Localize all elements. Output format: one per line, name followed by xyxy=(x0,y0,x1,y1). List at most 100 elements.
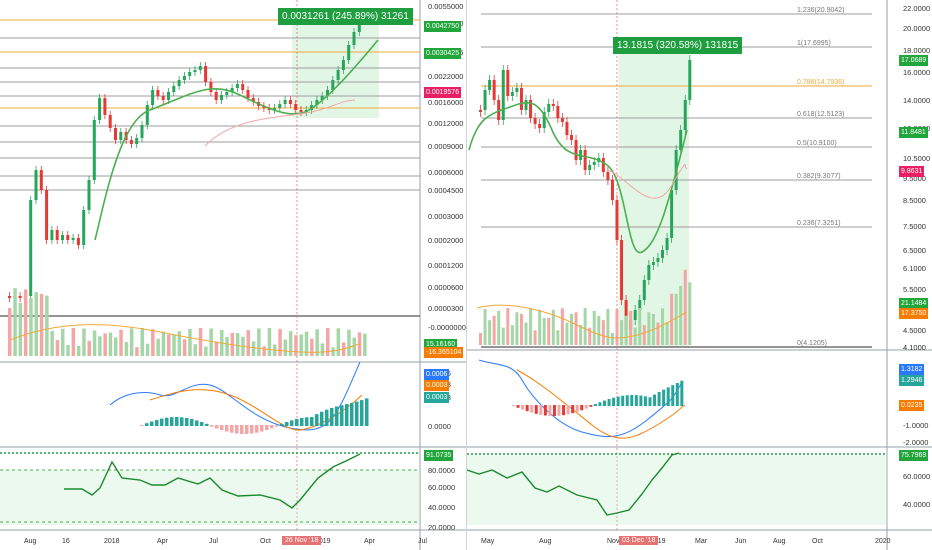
macd-histogram-bar xyxy=(625,395,629,406)
volume-bar xyxy=(92,330,97,356)
price-axis-label: 20.0000 xyxy=(903,24,930,33)
rsi-line xyxy=(64,453,361,509)
volume-bar xyxy=(310,338,314,356)
candle xyxy=(601,158,605,172)
macd-histogram-bar xyxy=(215,425,219,429)
signal-line xyxy=(516,369,686,439)
candle xyxy=(55,230,59,240)
volume-bar xyxy=(331,347,335,356)
candle xyxy=(506,70,510,96)
candle xyxy=(220,95,223,100)
price-tag: 9.8631 xyxy=(899,166,925,177)
volume-bar xyxy=(506,308,510,345)
candle xyxy=(209,82,213,92)
candle xyxy=(642,280,646,300)
macd-histogram-bar xyxy=(566,405,570,415)
candle xyxy=(98,98,102,120)
volume-bar xyxy=(352,337,356,356)
candle xyxy=(45,190,49,240)
candle xyxy=(331,80,335,90)
volume-bar xyxy=(674,293,678,345)
macd-axis-label: 0.0000 xyxy=(428,422,451,431)
candle xyxy=(542,112,546,128)
time-axis-label: Mar xyxy=(695,538,708,545)
candle xyxy=(29,200,33,296)
rsi-axis-label: 40.0000 xyxy=(428,503,455,512)
macd-histogram-bar xyxy=(607,399,611,406)
price-axis-label: 4.5000 xyxy=(903,326,926,335)
right-chart-canvas[interactable]: 22.000020.000018.000016.000014.000012.00… xyxy=(467,0,932,550)
volume-average-line xyxy=(9,324,361,353)
price-axis-label: 0.0004500 xyxy=(428,186,463,195)
volume-bar xyxy=(547,317,551,345)
price-axis-label: 22.0000 xyxy=(903,4,930,13)
macd-histogram-bar xyxy=(220,425,224,431)
macd-histogram-bar xyxy=(653,394,657,406)
macd-histogram-bar xyxy=(175,417,179,426)
macd-histogram-bar xyxy=(155,419,159,426)
macd-histogram-bar xyxy=(525,405,529,412)
volume-bar xyxy=(55,340,60,356)
macd-histogram-bar xyxy=(280,423,284,426)
volume-bar xyxy=(76,345,81,356)
macd-histogram-bar xyxy=(185,417,189,426)
volume-bar xyxy=(71,328,76,356)
candle xyxy=(8,296,11,298)
price-axis-label: 8.5000 xyxy=(903,196,926,205)
volume-bar xyxy=(542,317,546,345)
candle xyxy=(66,235,70,240)
candle xyxy=(156,90,160,96)
candle xyxy=(76,238,80,245)
volume-bar xyxy=(235,333,240,356)
volume-bar xyxy=(574,312,578,345)
macd-histogram-bar xyxy=(310,417,314,426)
measure-tooltip: 13.1815 (320.58%) 131815 xyxy=(613,37,743,54)
rsi-axis-label: 60.0000 xyxy=(428,483,455,492)
macd-histogram-bar xyxy=(575,405,579,412)
candle xyxy=(679,130,683,150)
macd-histogram-bar xyxy=(205,423,209,426)
fibonacci-level-label: 0.236(7.3251) xyxy=(797,220,841,227)
candle xyxy=(556,106,560,118)
candle xyxy=(565,122,569,135)
candle xyxy=(177,80,181,86)
volume-bar xyxy=(304,331,309,356)
macd-histogram-bar xyxy=(639,395,643,406)
price-tag: 15.16160 xyxy=(424,339,458,350)
candle xyxy=(638,300,642,310)
volume-bar xyxy=(294,335,298,356)
candle xyxy=(670,190,674,238)
volume-bar xyxy=(61,328,65,356)
time-axis-label: Aug xyxy=(539,538,552,545)
time-axis-label: 2018 xyxy=(104,538,120,545)
right-chart-panel[interactable]: 22.000020.000018.000016.000014.000012.00… xyxy=(466,0,932,550)
volume-bar xyxy=(363,333,367,356)
volume-bar xyxy=(501,327,505,345)
macd-histogram-bar xyxy=(240,425,244,434)
left-chart-canvas[interactable]: 0.0055000 0.0042750 0.0030425 0.0022000 0.00… xyxy=(0,0,466,550)
candle xyxy=(235,84,239,88)
candle xyxy=(515,88,519,92)
time-axis-label: 2020 xyxy=(875,538,891,545)
moving-average-line xyxy=(94,39,379,241)
volume-bar xyxy=(597,315,601,345)
candle xyxy=(161,96,165,100)
volume-bar xyxy=(683,269,687,345)
left-chart-panel[interactable]: 0.0055000 0.0042750 0.0030425 0.0022000 0.00… xyxy=(0,0,466,550)
volume-bar xyxy=(103,333,107,356)
candle xyxy=(524,100,528,110)
volume-bar xyxy=(29,298,33,356)
price-axis-label: 0.0001200 xyxy=(428,261,463,270)
candle xyxy=(241,84,245,90)
candle xyxy=(357,24,361,32)
macd-histogram-bar xyxy=(512,405,515,406)
candle xyxy=(656,258,660,262)
macd-histogram-bar xyxy=(345,404,349,426)
macd-histogram-bar xyxy=(170,417,174,426)
candle xyxy=(251,98,255,102)
fibonacci-level-label: 0.382(9.3077) xyxy=(797,173,841,180)
candle xyxy=(661,250,664,258)
macd-histogram-bar xyxy=(562,405,566,416)
macd-histogram-bar xyxy=(210,425,214,427)
macd-histogram-bar xyxy=(235,425,239,434)
